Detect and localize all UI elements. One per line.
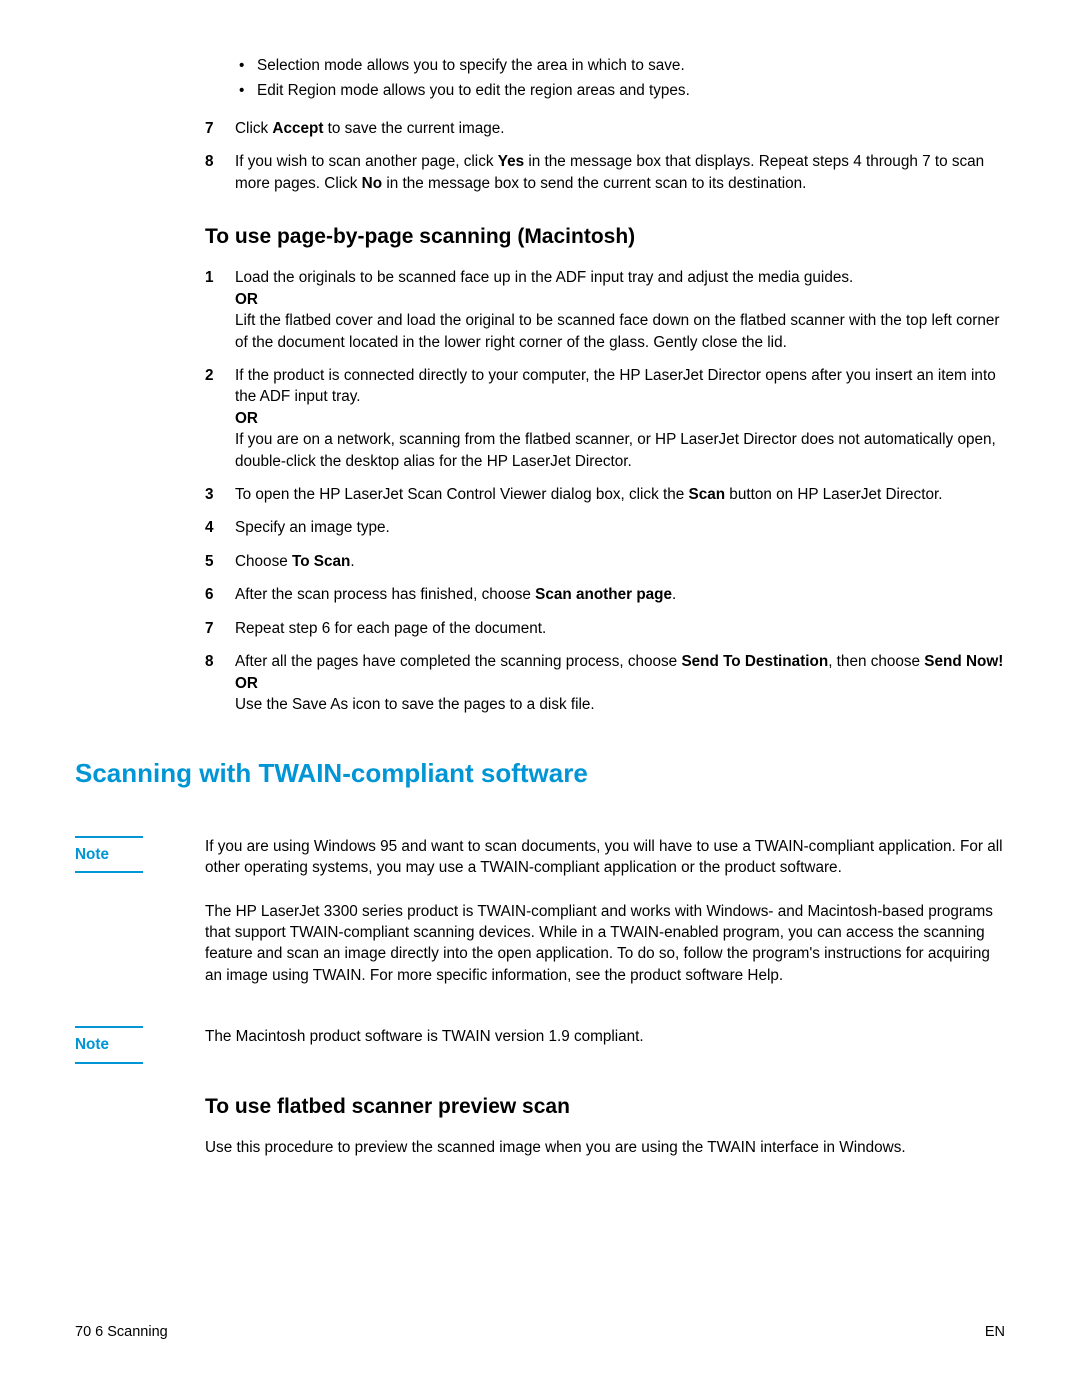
step-body: After all the pages have completed the s… — [235, 651, 1005, 715]
step-body: To open the HP LaserJet Scan Control Vie… — [235, 484, 1005, 505]
step-body: After the scan process has finished, cho… — [235, 584, 1005, 605]
content-column: • Selection mode allows you to specify t… — [205, 55, 1005, 1158]
bullet-item: • Selection mode allows you to specify t… — [235, 55, 1005, 76]
step-number: 7 — [205, 618, 235, 639]
section-heading-twain: Scanning with TWAIN-compliant software — [75, 755, 1005, 791]
list-item: 7 Repeat step 6 for each page of the doc… — [205, 618, 1005, 639]
step-number: 6 — [205, 584, 235, 605]
step-number: 4 — [205, 517, 235, 538]
note-block: Note The Macintosh product software is T… — [75, 1022, 1005, 1063]
step-number: 1 — [205, 267, 235, 353]
list-item: 3 To open the HP LaserJet Scan Control V… — [205, 484, 1005, 505]
mac-steps: 1 Load the originals to be scanned face … — [205, 267, 1005, 715]
bullet-icon: • — [235, 80, 257, 101]
bullet-item: • Edit Region mode allows you to edit th… — [235, 80, 1005, 101]
list-item: 5 Choose To Scan. — [205, 551, 1005, 572]
note-label: Note — [75, 832, 205, 879]
step-number: 7 — [205, 118, 235, 139]
list-item: 1 Load the originals to be scanned face … — [205, 267, 1005, 353]
paragraph: Use this procedure to preview the scanne… — [205, 1137, 1005, 1158]
note-block: Note If you are using Windows 95 and wan… — [75, 832, 1005, 879]
step-body: Specify an image type. — [235, 517, 1005, 538]
bullet-text: Edit Region mode allows you to edit the … — [257, 80, 1005, 101]
list-item: 4 Specify an image type. — [205, 517, 1005, 538]
note-label: Note — [75, 1022, 205, 1063]
step-body: Choose To Scan. — [235, 551, 1005, 572]
list-item: 8 If you wish to scan another page, clic… — [205, 151, 1005, 194]
step-number: 8 — [205, 151, 235, 194]
list-item: 6 After the scan process has finished, c… — [205, 584, 1005, 605]
note-body: The Macintosh product software is TWAIN … — [205, 1022, 1005, 1063]
list-item: 2 If the product is connected directly t… — [205, 365, 1005, 472]
bullet-icon: • — [235, 55, 257, 76]
step-number: 2 — [205, 365, 235, 472]
bullet-text: Selection mode allows you to specify the… — [257, 55, 1005, 76]
note-body: If you are using Windows 95 and want to … — [205, 832, 1005, 879]
page-footer: 70 6 Scanning EN — [75, 1322, 1005, 1342]
step-body: If the product is connected directly to … — [235, 365, 1005, 472]
footer-right: EN — [985, 1322, 1005, 1342]
paragraph: The HP LaserJet 3300 series product is T… — [205, 897, 1005, 987]
list-item: • Selection mode allows you to specify t… — [205, 55, 1005, 106]
step-body: If you wish to scan another page, click … — [235, 151, 1005, 194]
step-number: 3 — [205, 484, 235, 505]
subsection-heading-flatbed: To use flatbed scanner preview scan — [205, 1092, 1005, 1121]
page: • Selection mode allows you to specify t… — [0, 0, 1080, 1397]
step-body: Click Accept to save the current image. — [235, 118, 1005, 139]
step-body: Load the originals to be scanned face up… — [235, 267, 1005, 353]
list-item: 8 After all the pages have completed the… — [205, 651, 1005, 715]
subsection-heading-mac: To use page-by-page scanning (Macintosh) — [205, 222, 1005, 251]
list-item: 7 Click Accept to save the current image… — [205, 118, 1005, 139]
intro-steps: • Selection mode allows you to specify t… — [205, 55, 1005, 194]
step-number: 8 — [205, 651, 235, 715]
footer-left: 70 6 Scanning — [75, 1322, 168, 1342]
step-body: Repeat step 6 for each page of the docum… — [235, 618, 1005, 639]
step-number: 5 — [205, 551, 235, 572]
